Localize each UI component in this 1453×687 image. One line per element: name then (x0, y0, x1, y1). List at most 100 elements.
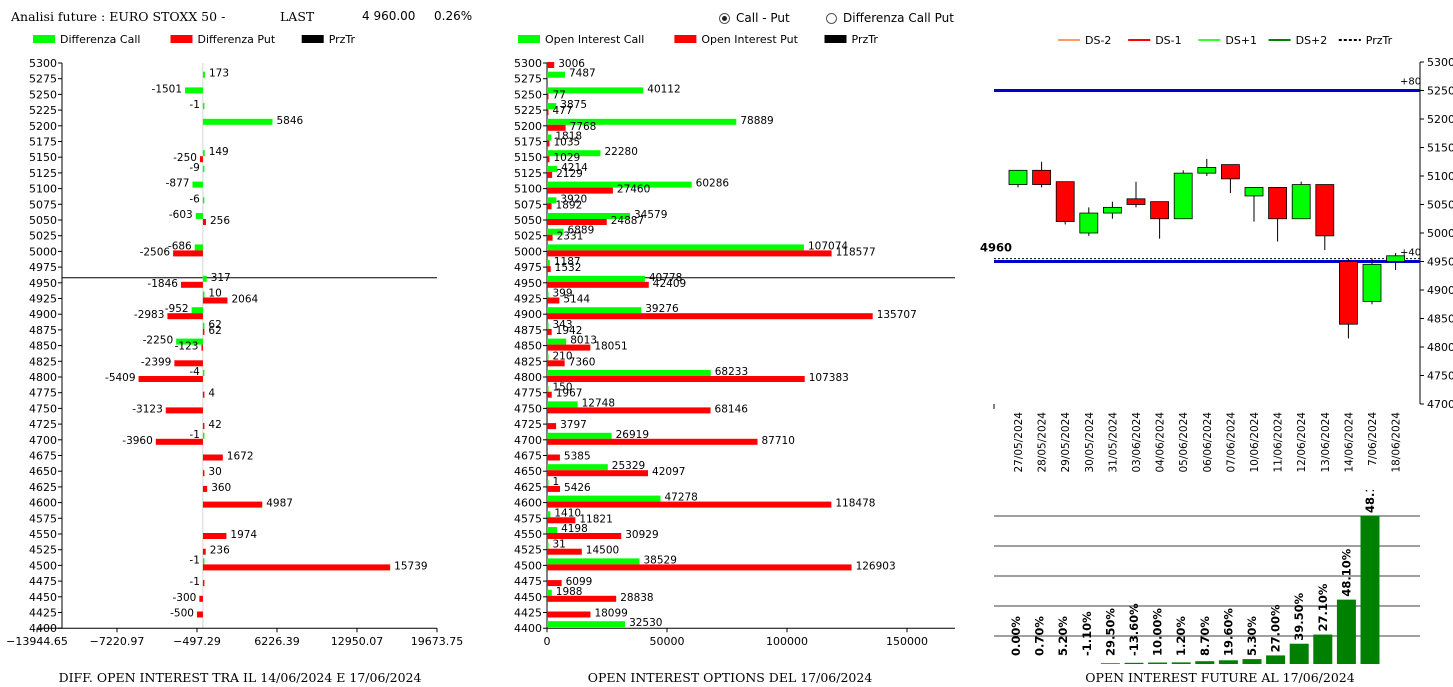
y-tick-label: 4925 (29, 293, 57, 306)
put-oi-bar-label: 24887 (611, 215, 644, 227)
put-oi-bar-label: 77 (553, 89, 566, 101)
call-diff-bar-label: 5846 (276, 115, 303, 127)
x-date-label: 27/05/2024 (1013, 412, 1025, 473)
y-tick-label: 4475 (29, 575, 57, 588)
put-oi-bar-label: 477 (553, 105, 573, 117)
legend-swatch (674, 35, 697, 43)
y-tick-label: 4800 (1427, 341, 1453, 354)
call-oi-bar (547, 275, 645, 282)
x-tick-label: −7220.97 (90, 635, 145, 648)
y-tick-label: 5100 (29, 183, 57, 196)
y-tick-label: 4500 (514, 559, 542, 572)
x-date-label: 28/05/2024 (1037, 412, 1049, 473)
y-tick-label: 5075 (29, 198, 57, 211)
put-oi-bar (547, 62, 555, 68)
put-diff-bar (173, 250, 203, 257)
y-tick-label: 5225 (29, 104, 57, 117)
y-tick-label: 4975 (29, 261, 57, 274)
legend-swatch (33, 35, 55, 43)
candle-body (1220, 164, 1240, 180)
call-oi-bar-label: 34579 (634, 209, 667, 221)
put-oi-bar-label: 42409 (653, 278, 686, 290)
call-oi-bar (547, 589, 552, 596)
open-interest-options-chart: Open Interest Call Open Interest Put PrzTr… (514, 33, 955, 648)
last-label: LAST (280, 9, 315, 24)
put-oi-bar (547, 124, 566, 131)
y-tick-label: 5250 (29, 88, 57, 101)
call-diff-bar (176, 338, 203, 345)
y-tick-label: 4525 (514, 544, 542, 557)
call-oi-bar-label: 22280 (604, 146, 637, 158)
y-tick-label: 4850 (1427, 313, 1453, 326)
call-diff-bar-label: -952 (165, 303, 189, 315)
oi-future-label: 48.10% (1339, 548, 1353, 596)
call-oi-bar-label: 31 (553, 539, 566, 551)
open-interest-future-chart: 0.00% 0.70% 5.20% -1.10% 29.50% -13.60% 10.00%… (994, 490, 1420, 664)
oi-future-label: -1.10% (1080, 611, 1094, 656)
put-oi-bar-label: 1892 (556, 199, 583, 211)
put-oi-bar-label: 11821 (579, 513, 612, 525)
put-diff-bar-label: -2399 (141, 356, 172, 368)
put-oi-bar-label: 118577 (836, 246, 876, 258)
put-oi-bar (547, 580, 562, 587)
call-diff-bar-label: 62 (208, 319, 221, 331)
put-diff-bar-label: 1672 (227, 451, 254, 463)
call-diff-bar-label: -9 (189, 162, 199, 174)
oi-future-label: 0.00% (1009, 616, 1023, 656)
put-oi-bar (547, 171, 553, 178)
call-oi-bar (547, 134, 552, 141)
call-diff-bar (202, 275, 207, 282)
ds-level-label: +40 (1400, 248, 1421, 259)
put-oi-bar (547, 548, 582, 555)
put-diff-bar (199, 156, 203, 163)
put-oi-bar (547, 360, 565, 367)
put-diff-bar (202, 548, 206, 555)
y-tick-label: 4775 (29, 387, 57, 400)
candle-body (1268, 186, 1288, 220)
y-tick-label: 4725 (29, 418, 57, 431)
candle-body (1244, 186, 1264, 197)
x-tick-label: 0 (544, 635, 551, 648)
candle-body (1079, 212, 1099, 234)
oi-future-label: 39.50% (1292, 592, 1306, 640)
call-diff-bar (202, 197, 205, 204)
call-oi-bar (547, 401, 578, 408)
call-oi-bar-label: 1187 (554, 256, 581, 268)
put-oi-bar-label: 7360 (569, 356, 596, 368)
call-oi-bar-label: 210 (553, 350, 573, 362)
y-tick-label: 4500 (29, 559, 57, 572)
call-oi-bar (547, 307, 642, 314)
y-tick-label: 5075 (514, 198, 542, 211)
y-tick-label: 5125 (514, 167, 542, 180)
y-tick-label: 4900 (1427, 284, 1453, 297)
x-date-label: 7/06/2024 (1367, 412, 1379, 466)
x-tick-label: 12950.07 (331, 635, 384, 648)
call-diff-bar (195, 213, 203, 219)
x-date-label: 12/06/2024 (1296, 412, 1308, 473)
oi-future-label: 8.70% (1198, 616, 1212, 656)
y-tick-label: 4575 (29, 512, 57, 525)
call-oi-bar-label: 1 (553, 476, 560, 488)
put-diff-bar (202, 423, 205, 430)
oi-future-label: 27.10% (1316, 583, 1330, 631)
app-title: Analisi future : EURO STOXX 50 - (11, 9, 226, 24)
call-diff-bar (192, 181, 203, 188)
call-diff-bar (202, 432, 205, 439)
put-diff-bar-label: -1 (189, 576, 199, 588)
call-oi-bar-label: 6889 (568, 225, 595, 237)
y-tick-label: 5025 (29, 230, 57, 243)
y-tick-label: 4425 (514, 607, 542, 620)
radio-call-put[interactable]: Call - Put (719, 11, 790, 25)
put-oi-bar-label: 1035 (553, 137, 580, 149)
call-oi-bar (547, 370, 711, 376)
put-diff-bar (202, 328, 205, 335)
oi-future-bar (1313, 634, 1333, 664)
call-oi-bar-label: 4214 (561, 162, 588, 174)
y-tick-label: 5100 (1427, 170, 1453, 183)
call-oi-bar-label: 3875 (560, 99, 587, 111)
candle-body (1008, 169, 1028, 185)
radio-differenza-call-put[interactable]: Differenza Call Put (826, 11, 954, 25)
call-oi-bar-label: 40778 (649, 272, 682, 284)
call-diff-bar-label: -2250 (143, 335, 174, 347)
y-tick-label: 4625 (514, 481, 542, 494)
